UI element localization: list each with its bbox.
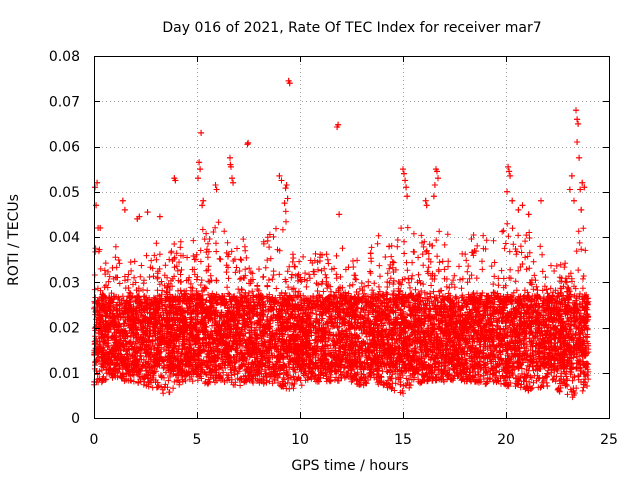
outlier-point <box>198 129 205 136</box>
x-tick-label: 20 <box>497 432 515 448</box>
outlier-point <box>119 197 126 204</box>
x-tick-labels: 0 5 10 15 20 25 <box>90 432 618 448</box>
x-tick-label: 5 <box>193 432 202 448</box>
y-tick-label: 0.03 <box>49 275 80 291</box>
outlier-point <box>575 120 582 127</box>
outlier-point <box>403 184 410 191</box>
outlier-point <box>404 193 411 200</box>
outlier-point <box>581 184 588 191</box>
x-tick-label: 10 <box>291 432 309 448</box>
chart-title: Day 016 of 2021, Rate Of TEC Index for r… <box>162 20 541 36</box>
outlier-point <box>568 172 575 179</box>
outlier-point <box>507 172 514 179</box>
x-tick-label: 25 <box>600 432 618 448</box>
outlier-point <box>578 206 585 213</box>
outlier-point <box>276 172 283 179</box>
roti-markers <box>91 77 592 401</box>
outlier-point <box>430 193 437 200</box>
outlier-point <box>574 116 581 123</box>
outlier-point <box>227 163 234 170</box>
outlier-point <box>195 175 202 182</box>
data-points <box>91 77 592 401</box>
axis-ticks <box>94 56 610 419</box>
outlier-point <box>230 179 237 186</box>
outlier-point <box>402 177 409 184</box>
outlier-point <box>574 138 581 145</box>
outlier-point <box>422 197 429 204</box>
x-tick-label: 15 <box>394 432 412 448</box>
outlier-point <box>286 80 293 87</box>
outlier-point <box>136 213 143 220</box>
outlier-point <box>92 184 99 191</box>
outlier-point <box>573 107 580 114</box>
outlier-point <box>199 202 206 209</box>
x-axis-label: GPS time / hours <box>291 458 408 474</box>
outlier-point <box>401 170 408 177</box>
outlier-point <box>435 175 442 182</box>
outlier-point <box>525 211 532 218</box>
outlier-point <box>423 202 430 209</box>
outlier-point <box>213 186 220 193</box>
outlier-point <box>281 200 288 207</box>
outlier-point <box>284 195 291 202</box>
outlier-point <box>212 181 219 188</box>
outlier-point <box>400 166 406 173</box>
outlier-point <box>196 159 203 166</box>
y-axis-label: ROTI / TECUs <box>6 194 22 286</box>
x-tick-label: 0 <box>90 432 99 448</box>
outlier-point <box>244 141 251 148</box>
outlier-point <box>226 154 233 161</box>
outlier-point <box>121 206 128 213</box>
outlier-point <box>278 177 285 184</box>
outlier-point <box>505 163 512 170</box>
outlier-point <box>94 179 101 186</box>
outlier-point <box>229 175 236 182</box>
y-tick-label: 0.02 <box>49 321 80 337</box>
outlier-point <box>538 197 545 204</box>
outlier-point <box>197 166 204 173</box>
y-tick-label: 0.06 <box>49 140 80 156</box>
outlier-point <box>579 179 586 186</box>
outlier-point <box>577 186 584 193</box>
y-tick-labels: 0 0.01 0.02 0.03 0.04 0.05 0.06 0.07 0.08 <box>49 49 80 427</box>
outlier-point <box>144 209 151 216</box>
y-tick-label: 0.01 <box>49 366 80 382</box>
y-tick-label: 0.05 <box>49 185 80 201</box>
outlier-point <box>283 181 290 188</box>
outlier-point <box>245 139 252 146</box>
outlier-point <box>570 197 577 204</box>
outlier-point <box>519 202 526 209</box>
grid-lines <box>94 56 609 418</box>
outlier-point <box>515 206 522 213</box>
y-tick-label: 0.04 <box>49 230 80 246</box>
outlier-point <box>433 168 440 175</box>
outlier-point <box>282 185 289 192</box>
outlier-point <box>566 186 573 193</box>
y-tick-label: 0.07 <box>49 94 80 110</box>
outlier-point <box>506 168 513 175</box>
y-tick-label: 0.08 <box>49 49 80 65</box>
outlier-point <box>431 181 438 188</box>
outlier-point <box>156 213 163 220</box>
outlier-point <box>504 188 511 195</box>
outlier-point <box>93 202 100 209</box>
outlier-point <box>200 197 207 204</box>
outlier-point <box>335 121 342 128</box>
outlier-point <box>97 224 104 231</box>
outlier-point <box>172 177 179 184</box>
outlier-point <box>576 154 583 161</box>
outlier-point <box>336 211 343 218</box>
outlier-point <box>509 197 516 204</box>
y-tick-label: 0 <box>71 411 80 427</box>
